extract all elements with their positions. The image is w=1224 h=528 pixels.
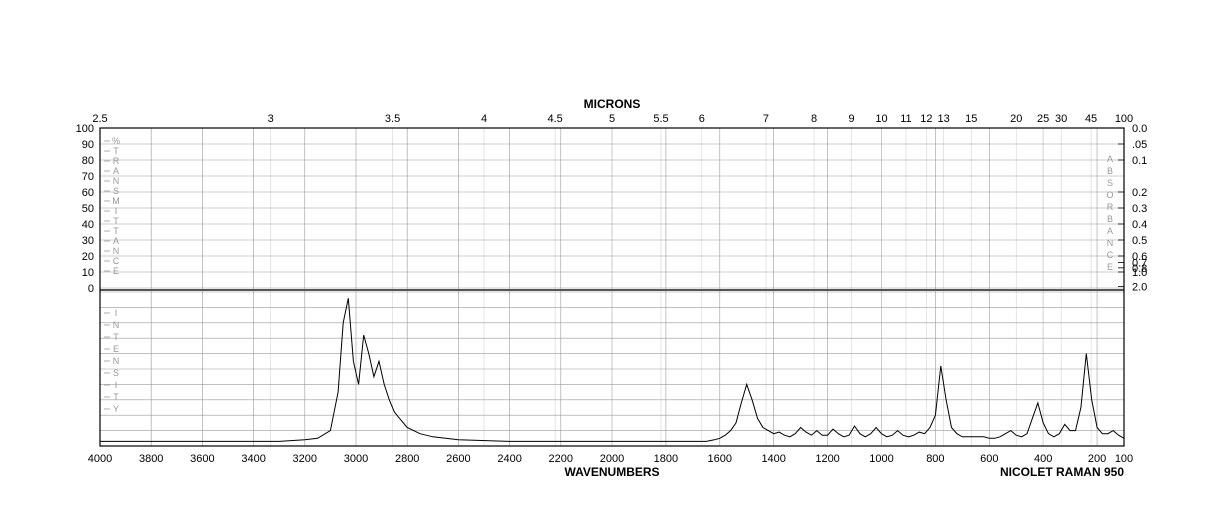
y-right-tick: 2.0: [1132, 281, 1147, 293]
x-bottom-tick: 1000: [869, 453, 893, 465]
x-bottom-tick: 200: [1088, 453, 1106, 465]
absorbance-letter: S: [1107, 178, 1113, 188]
y-right-tick: 0.1: [1132, 155, 1147, 167]
x-top-tick: 15: [965, 113, 977, 125]
x-bottom-tick: 2600: [446, 453, 470, 465]
x-bottom-tick: 3000: [344, 453, 368, 465]
x-bottom-tick: 800: [926, 453, 944, 465]
x-top-tick: 8: [811, 113, 817, 125]
x-top-tick: 5.5: [653, 113, 668, 125]
intensity-letter: N: [113, 320, 120, 330]
y-right-tick: .05: [1132, 139, 1147, 151]
absorbance-letter: B: [1107, 214, 1113, 224]
transmittance-letter: A: [113, 236, 119, 246]
x-top-tick: 100: [1115, 113, 1133, 125]
x-top-tick: 4: [481, 113, 487, 125]
x-bottom-tick: 3800: [139, 453, 163, 465]
x-bottom-tick: 4000: [88, 453, 112, 465]
transmittance-letter: E: [113, 266, 119, 276]
absorbance-letter: C: [1107, 250, 1114, 260]
y-left-tick: 60: [82, 187, 94, 199]
x-bottom-tick: 1600: [708, 453, 732, 465]
y-left-tick: 50: [82, 203, 94, 215]
x-bottom-tick: 3200: [293, 453, 317, 465]
intensity-letter: S: [113, 368, 119, 378]
y-left-tick: 90: [82, 139, 94, 151]
absorbance-letter: R: [1107, 202, 1114, 212]
y-right-tick: 0.3: [1132, 203, 1147, 215]
intensity-letter: T: [113, 392, 119, 402]
x-top-axis-title: MICRONS: [584, 97, 641, 111]
x-bottom-tick: 2000: [600, 453, 624, 465]
x-bottom-axis-title: WAVENUMBERS: [564, 465, 659, 479]
transmittance-letter: C: [113, 256, 120, 266]
x-bottom-tick: 100: [1115, 453, 1133, 465]
y-right-tick: 0.0: [1132, 123, 1147, 135]
x-bottom-tick: 1800: [654, 453, 678, 465]
intensity-letter: Y: [113, 404, 119, 414]
x-bottom-tick: 2200: [549, 453, 573, 465]
absorbance-letter: O: [1106, 190, 1113, 200]
absorbance-letter: N: [1107, 238, 1114, 248]
x-top-tick: 5: [609, 113, 615, 125]
x-top-tick: 3: [268, 113, 274, 125]
intensity-letter: I: [115, 308, 118, 318]
x-bottom-tick: 2800: [395, 453, 419, 465]
y-left-tick: 0: [88, 283, 94, 295]
transmittance-letter: S: [113, 186, 119, 196]
transmittance-letter: T: [113, 226, 119, 236]
transmittance-letter: M: [112, 196, 120, 206]
y-left-tick: 80: [82, 155, 94, 167]
x-bottom-tick: 3600: [190, 453, 214, 465]
y-left-tick: 10: [82, 267, 94, 279]
intensity-letter: E: [113, 344, 119, 354]
absorbance-letter: B: [1107, 166, 1113, 176]
transmittance-letter: N: [113, 176, 120, 186]
x-top-tick: 45: [1085, 113, 1097, 125]
x-bottom-tick: 1200: [815, 453, 839, 465]
x-top-tick: 4.5: [547, 113, 562, 125]
intensity-letter: N: [113, 356, 120, 366]
y-left-tick: 20: [82, 251, 94, 263]
x-bottom-tick: 600: [980, 453, 998, 465]
y-right-tick: 0.5: [1132, 235, 1147, 247]
transmittance-letter: %: [112, 136, 120, 146]
transmittance-letter: R: [113, 156, 120, 166]
x-top-tick: 9: [848, 113, 854, 125]
transmittance-letter: T: [113, 146, 119, 156]
transmittance-letter: T: [113, 216, 119, 226]
y-left-tick: 30: [82, 235, 94, 247]
x-top-tick: 3.5: [385, 113, 400, 125]
intensity-letter: T: [113, 332, 119, 342]
raman-spectrum-chart: 4000380036003400320030002800260024002200…: [0, 0, 1224, 528]
x-bottom-tick: 2400: [497, 453, 521, 465]
transmittance-letter: A: [113, 166, 119, 176]
x-top-tick: 11: [900, 113, 911, 125]
x-top-tick: 12: [920, 113, 932, 125]
absorbance-letter: A: [1107, 154, 1113, 164]
absorbance-letter: A: [1107, 226, 1113, 236]
x-top-tick: 20: [1010, 113, 1022, 125]
x-top-tick: 10: [875, 113, 887, 125]
transmittance-letter: N: [113, 246, 120, 256]
x-bottom-tick: 3400: [241, 453, 265, 465]
y-right-tick: 0.4: [1132, 219, 1147, 231]
absorbance-letter: E: [1107, 262, 1113, 272]
x-top-tick: 7: [763, 113, 769, 125]
y-right-tick: 0.2: [1132, 187, 1147, 199]
x-top-tick: 13: [938, 113, 950, 125]
x-top-tick: 6: [699, 113, 705, 125]
x-top-tick: 30: [1055, 113, 1067, 125]
y-left-tick: 40: [82, 219, 94, 231]
y-left-tick: 70: [82, 171, 94, 183]
intensity-letter: I: [115, 380, 118, 390]
transmittance-letter: I: [115, 206, 118, 216]
x-bottom-tick: 400: [1034, 453, 1052, 465]
x-top-tick: 25: [1037, 113, 1049, 125]
y-left-tick: 100: [76, 123, 94, 135]
x-bottom-tick: 1400: [761, 453, 785, 465]
x-top-tick: 2.5: [92, 113, 107, 125]
instrument-label: NICOLET RAMAN 950: [1000, 465, 1124, 479]
y-right-tick: 1.0: [1132, 267, 1147, 279]
